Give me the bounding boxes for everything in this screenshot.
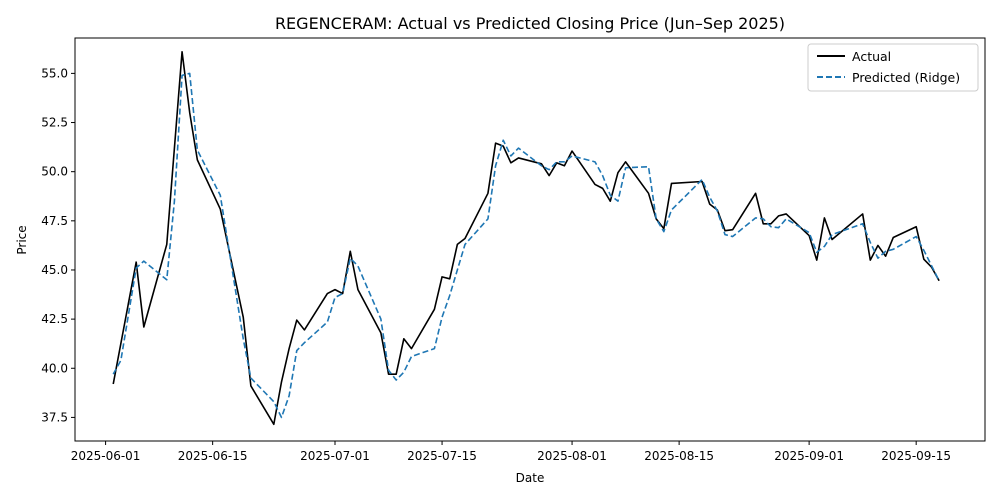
y-tick-label: 50.0 <box>41 165 68 179</box>
y-axis: 37.5 40.0 42.5 45.0 47.5 50.0 52.5 55.0 <box>41 66 75 424</box>
y-tick-label: 45.0 <box>41 263 68 277</box>
x-tick-label: 2025-09-01 <box>774 449 844 463</box>
y-tick-label: 42.5 <box>41 312 68 326</box>
x-tick-label: 2025-09-15 <box>881 449 951 463</box>
x-tick-label: 2025-06-15 <box>178 449 248 463</box>
x-axis-title: Date <box>516 471 545 485</box>
y-tick-label: 37.5 <box>41 410 68 424</box>
x-axis: 2025-06-01 2025-06-15 2025-07-01 2025-07-15… <box>71 441 951 463</box>
legend-label-predicted: Predicted (Ridge) <box>852 70 960 85</box>
legend: Actual Predicted (Ridge) <box>807 43 979 92</box>
y-axis-title: Price <box>15 225 29 254</box>
legend-label-actual: Actual <box>852 49 891 64</box>
plot-frame <box>74 37 986 442</box>
chart-title: REGENCERAM: Actual vs Predicted Closing … <box>275 14 785 33</box>
y-tick-label: 52.5 <box>41 116 68 130</box>
series-line-actual <box>112 50 940 426</box>
x-tick-label: 2025-06-01 <box>71 449 141 463</box>
y-tick-label: 47.5 <box>41 214 68 228</box>
x-tick-label: 2025-08-15 <box>644 449 714 463</box>
x-tick-label: 2025-07-15 <box>407 449 477 463</box>
series-line-predicted <box>112 72 940 419</box>
y-tick-label: 55.0 <box>41 66 68 80</box>
y-tick-label: 40.0 <box>41 361 68 375</box>
x-tick-label: 2025-08-01 <box>537 449 607 463</box>
plot-area <box>74 37 986 442</box>
series-layer <box>112 50 940 426</box>
legend-frame <box>807 43 979 92</box>
x-tick-label: 2025-07-01 <box>300 449 370 463</box>
